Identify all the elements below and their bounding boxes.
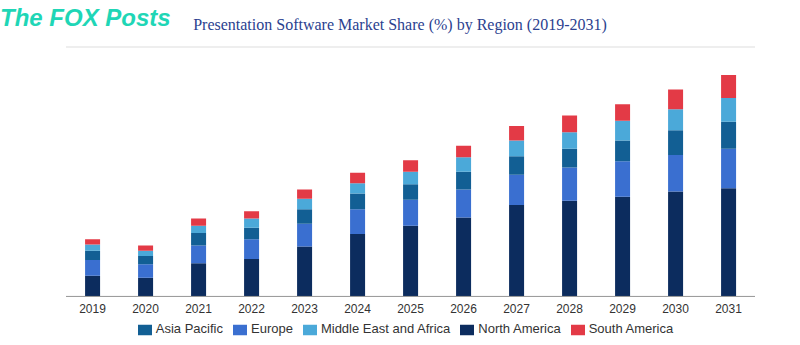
svg-text:2026: 2026 — [450, 302, 477, 316]
svg-text:2022: 2022 — [238, 302, 265, 316]
svg-text:2030: 2030 — [662, 302, 689, 316]
svg-text:2024: 2024 — [344, 302, 371, 316]
svg-text:2028: 2028 — [556, 302, 583, 316]
svg-text:2027: 2027 — [503, 302, 530, 316]
html-text:Presentation Software Market S: Presentation Software Market Share (%) b… — [193, 16, 607, 33]
svg-text:2031: 2031 — [715, 302, 742, 316]
html-text:South America: South America — [588, 321, 674, 337]
html-text:Middle East and Africa: Middle East and Africa — [320, 321, 451, 337]
html-text:Europe: Europe — [251, 321, 293, 337]
svg-text:2019: 2019 — [79, 302, 106, 316]
svg-text:2029: 2029 — [609, 302, 636, 316]
html-text:The FOX Posts: The FOX Posts — [0, 4, 171, 31]
svg-text:2023: 2023 — [291, 302, 318, 316]
svg-text:2020: 2020 — [132, 302, 159, 316]
svg-text:2021: 2021 — [185, 302, 212, 316]
svg-text:2025: 2025 — [397, 302, 424, 316]
html-text:North America: North America — [478, 321, 561, 337]
html-text:Asia Pacific: Asia Pacific — [155, 321, 223, 337]
